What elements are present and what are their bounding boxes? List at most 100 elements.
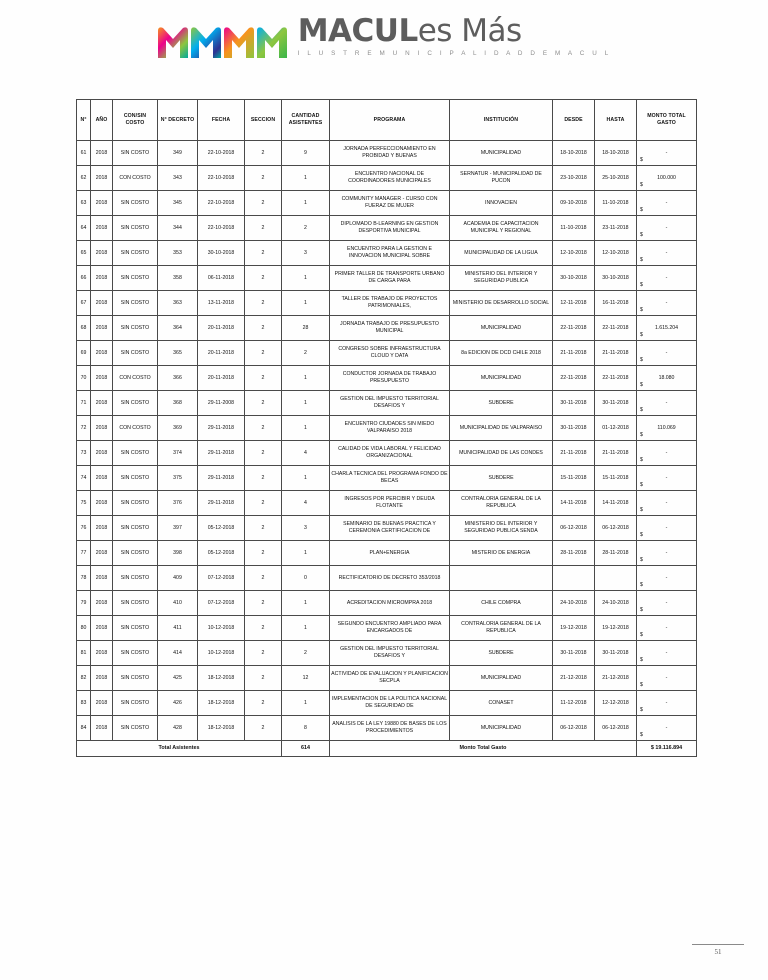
currency-symbol: $ — [640, 557, 643, 564]
cell-cantidad-asistentes: 12 — [281, 665, 330, 691]
cell-con-sin-costo: SIN COSTO — [112, 265, 158, 291]
cell-numero: 61 — [76, 140, 91, 166]
cell-programa: DIPLOMADO B-LEARNING EN GESTION DESPORTI… — [329, 215, 450, 241]
logo-brand-main: MACUL — [297, 13, 419, 49]
col-header-cantidad: CANTIDAD ASISTENTES — [281, 99, 330, 141]
cell-fecha: 18-12-2018 — [197, 690, 245, 716]
cell-monto-total-gasto: $ - — [636, 715, 697, 741]
cell-decreto: 426 — [157, 690, 198, 716]
table-row: 62 2018 CON COSTO 343 22-10-2018 2 1 ENCUENTRO … — [76, 165, 697, 191]
cell-decreto: 398 — [157, 540, 198, 566]
cell-fecha: 29-11-2018 — [197, 465, 245, 491]
cell-desde: 23-10-2018 — [552, 165, 595, 191]
cell-programa: PLAN+ENERGIA — [329, 540, 450, 566]
cell-seccion: 2 — [244, 315, 282, 341]
cell-hasta: 28-11-2018 — [594, 540, 637, 566]
cell-con-sin-costo: SIN COSTO — [112, 490, 158, 516]
cell-institucion: MINISTERIO DEL INTERIOR Y SEGURIDAD PUBL… — [449, 265, 553, 291]
cell-institucion: CONTRALORIA GENERAL DE LA REPUBLICA — [449, 615, 553, 641]
cell-institucion: MUNICIPALIDAD — [449, 715, 553, 741]
cell-seccion: 2 — [244, 215, 282, 241]
cell-anio: 2018 — [90, 715, 113, 741]
monto-value: - — [665, 274, 668, 281]
monto-value: 1.615.204 — [654, 324, 679, 331]
cell-cantidad-asistentes: 1 — [281, 265, 330, 291]
cell-hasta: 11-10-2018 — [594, 190, 637, 216]
col-header-n: N° — [76, 99, 91, 141]
cell-fecha: 05-12-2018 — [197, 515, 245, 541]
cell-programa: GESTION DEL IMPUESTO TERRITORIAL DESAFIO… — [329, 640, 450, 666]
cell-fecha: 22-10-2018 — [197, 215, 245, 241]
cell-hasta: 14-11-2018 — [594, 490, 637, 516]
cell-monto-total-gasto: $ - — [636, 190, 697, 216]
monto-value: - — [665, 599, 668, 606]
cell-anio: 2018 — [90, 490, 113, 516]
monto-value: - — [665, 199, 668, 206]
cell-con-sin-costo: SIN COSTO — [112, 440, 158, 466]
cell-institucion: MUNICIPALIDAD DE LA LIGUA — [449, 240, 553, 266]
cell-numero: 71 — [76, 390, 91, 416]
table-row: 63 2018 SIN COSTO 345 22-10-2018 2 1 COMMUNITY … — [76, 190, 697, 216]
cell-institucion — [449, 565, 553, 591]
cell-institucion: MUNICIPALIDAD — [449, 665, 553, 691]
cell-institucion: SERNATUR - MUNICIPALIDAD DE PUCON — [449, 165, 553, 191]
cell-anio: 2018 — [90, 165, 113, 191]
cell-institucion: MUNICIPALIDAD DE LAS CONDES — [449, 440, 553, 466]
cell-monto-total-gasto: $ - — [636, 690, 697, 716]
cell-numero: 68 — [76, 315, 91, 341]
currency-symbol: $ — [640, 232, 643, 239]
cell-cantidad-asistentes: 4 — [281, 490, 330, 516]
cell-institucion: MUNICIPALIDAD — [449, 315, 553, 341]
cell-con-sin-costo: SIN COSTO — [112, 615, 158, 641]
cell-seccion: 2 — [244, 190, 282, 216]
cell-fecha: 07-12-2018 — [197, 565, 245, 591]
cell-con-sin-costo: SIN COSTO — [112, 140, 158, 166]
currency-symbol: $ — [640, 357, 643, 364]
table-row: 81 2018 SIN COSTO 414 10-12-2018 2 2 GESTION DE… — [76, 640, 697, 666]
table-row: 71 2018 SIN COSTO 368 29-11-2008 2 1 GESTION DE… — [76, 390, 697, 416]
cell-cantidad-asistentes: 4 — [281, 440, 330, 466]
logo-m-4 — [256, 25, 288, 59]
cell-con-sin-costo: CON COSTO — [112, 365, 158, 391]
cell-institucion: MISTERIO DE ENERGIA — [449, 540, 553, 566]
cell-decreto: 428 — [157, 715, 198, 741]
cell-programa: TALLER DE TRABAJO DE PROYECTOS PATRIMONI… — [329, 290, 450, 316]
cell-decreto: 376 — [157, 490, 198, 516]
monto-value: - — [665, 299, 668, 306]
table-row: 77 2018 SIN COSTO 398 05-12-2018 2 1 PLAN+ENERG… — [76, 540, 697, 566]
cell-programa: PRIMER TALLER DE TRANSPORTE URBANO DE CA… — [329, 265, 450, 291]
cell-numero: 65 — [76, 240, 91, 266]
cell-anio: 2018 — [90, 365, 113, 391]
cell-desde: 15-11-2018 — [552, 465, 595, 491]
cell-fecha: 07-12-2018 — [197, 590, 245, 616]
cell-anio: 2018 — [90, 390, 113, 416]
cell-hasta: 22-11-2018 — [594, 365, 637, 391]
cell-programa: CALIDAD DE VIDA LABORAL Y FELICIDAD ORGA… — [329, 440, 450, 466]
cell-con-sin-costo: SIN COSTO — [112, 190, 158, 216]
cell-seccion: 2 — [244, 565, 282, 591]
cell-institucion: INNOVACIEN — [449, 190, 553, 216]
cell-seccion: 2 — [244, 590, 282, 616]
cell-con-sin-costo: SIN COSTO — [112, 390, 158, 416]
cell-desde: 14-11-2018 — [552, 490, 595, 516]
currency-symbol: $ — [640, 532, 643, 539]
currency-symbol: $ — [640, 332, 643, 339]
cell-fecha: 29-11-2018 — [197, 490, 245, 516]
cell-seccion: 2 — [244, 665, 282, 691]
cell-seccion: 2 — [244, 515, 282, 541]
cell-cantidad-asistentes: 1 — [281, 590, 330, 616]
cell-numero: 77 — [76, 540, 91, 566]
cell-decreto: 397 — [157, 515, 198, 541]
capacitaciones-table: N° AÑO CON/SIN COSTO N° DECRETO FECHA SE… — [76, 99, 697, 757]
cell-anio: 2018 — [90, 240, 113, 266]
cell-cantidad-asistentes: 9 — [281, 140, 330, 166]
cell-numero: 83 — [76, 690, 91, 716]
cell-seccion: 2 — [244, 640, 282, 666]
cell-numero: 82 — [76, 665, 91, 691]
table-footer: Total Asistentes 614 Monto Total Gasto $… — [76, 740, 697, 757]
cell-programa: INGRESOS POR PERCIBIR Y DEUDA FLOTANTE — [329, 490, 450, 516]
cell-programa: CONDUCTOR JORNADA DE TRABAJO PRESUPUESTO — [329, 365, 450, 391]
cell-decreto: 425 — [157, 665, 198, 691]
cell-fecha: 20-11-2018 — [197, 365, 245, 391]
cell-hasta: 21-12-2018 — [594, 665, 637, 691]
